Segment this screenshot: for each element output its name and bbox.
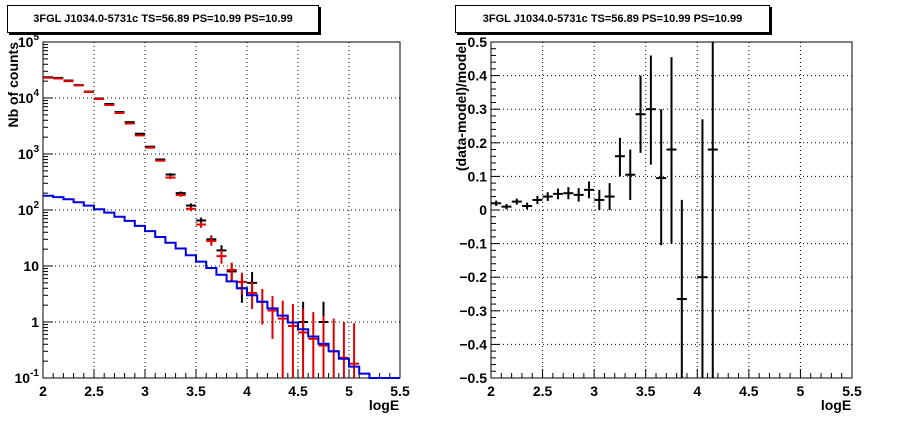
- x-tick-label: 5: [797, 383, 805, 399]
- x-tick-label: 3: [141, 383, 149, 399]
- x-tick-label: 2.5: [533, 383, 553, 399]
- y-tick-label: 0.3: [468, 101, 488, 117]
- model-step-line: [43, 194, 400, 379]
- series-blue: [43, 194, 400, 379]
- y-tick-label: −0.4: [459, 336, 487, 352]
- y-tick-label: 0: [479, 202, 487, 218]
- chart-title-left: 3FGL J1034.0-5731c TS=56.89 PS=10.99 PS=…: [7, 5, 319, 33]
- x-axis-label: logE: [369, 397, 399, 413]
- x-tick-label: 3.5: [186, 383, 206, 399]
- y-axis-label: (data-model)/model: [453, 42, 469, 171]
- x-tick-label: 2.5: [84, 383, 104, 399]
- y-tick-label: 102: [18, 200, 40, 218]
- chart-title-right: 3FGL J1034.0-5731c TS=56.89 PS=10.99 PS=…: [455, 5, 770, 33]
- y-tick-label: −0.5: [459, 370, 487, 386]
- y-tick-label: 103: [18, 144, 40, 162]
- y-tick-label: 0.1: [468, 168, 488, 184]
- x-tick-label: 4.5: [739, 383, 759, 399]
- x-tick-label: 5.5: [842, 383, 862, 399]
- plot-left: 2 2.5 3 3.5 4 4.5 5 5.5 10-1 1 10 102 103 104 105 logE N…: [5, 32, 410, 413]
- x-tick-label: 3: [590, 383, 598, 399]
- plot-right: 2 2.5 3 3.5 4 4.5 5 5.5 −0.5 −0.4 −0.3 −0.2 −0.1 0 0.1…: [453, 34, 862, 413]
- y-tick-label: 10-1: [15, 368, 40, 386]
- y-tick-label: −0.1: [459, 236, 487, 252]
- x-tick-label: 2: [487, 383, 495, 399]
- x-tick-label: 4.5: [288, 383, 308, 399]
- series-black: [491, 42, 718, 378]
- y-tick-label: 104: [18, 88, 40, 106]
- y-tick-label: 105: [18, 32, 40, 50]
- y-tick-label: 0.5: [468, 34, 488, 50]
- x-tick-label: 5.5: [390, 383, 410, 399]
- series-red: [43, 76, 360, 378]
- series-black: [43, 76, 329, 352]
- y-tick-label: 10: [23, 258, 39, 274]
- y-tick-label: 0.4: [468, 68, 488, 84]
- x-axis-label: logE: [821, 397, 851, 413]
- x-tick-label: 4: [243, 383, 251, 399]
- y-tick-label: 0.2: [468, 135, 488, 151]
- x-tick-label: 2: [39, 383, 47, 399]
- x-tick-label: 4: [693, 383, 701, 399]
- y-tick-label: −0.3: [459, 303, 487, 319]
- x-tick-label: 3.5: [636, 383, 656, 399]
- y-axis-label: Nb of counts: [5, 42, 21, 128]
- x-tick-label: 5: [345, 383, 353, 399]
- y-tick-label: −0.2: [459, 269, 487, 285]
- y-tick-label: 1: [31, 314, 39, 330]
